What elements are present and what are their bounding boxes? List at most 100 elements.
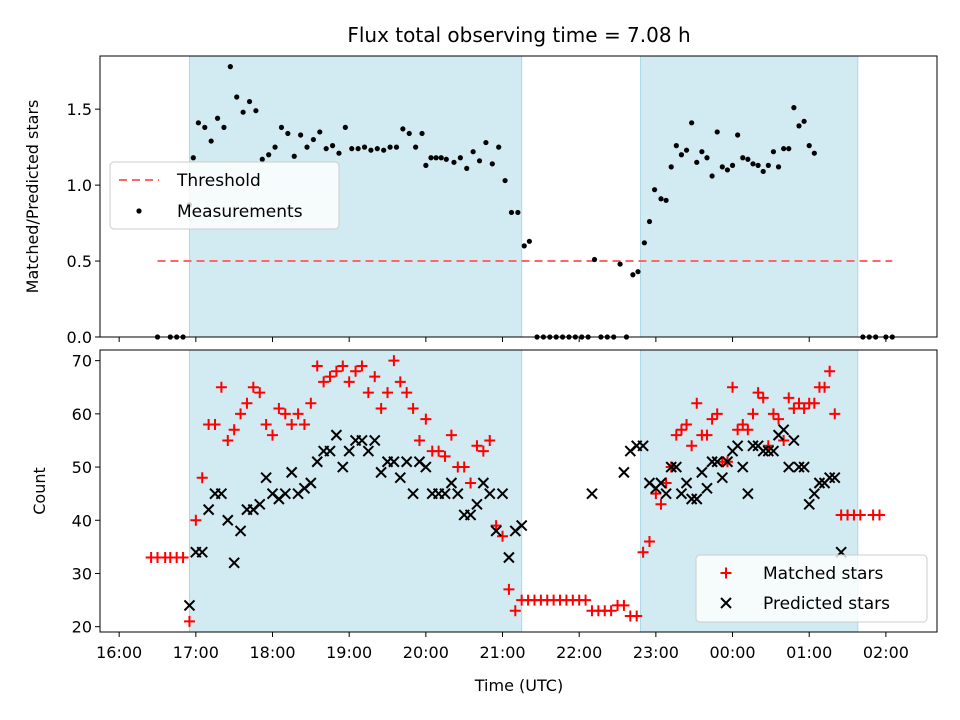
- measurement-point: [190, 155, 196, 161]
- predicted-star-point: [503, 551, 515, 564]
- x-tick-label: 21:00: [479, 643, 525, 662]
- legend-matched-label: Matched stars: [763, 564, 883, 584]
- measurement-point: [285, 130, 291, 137]
- matched-star-point: [394, 376, 406, 388]
- measurement-point: [765, 162, 771, 168]
- predicted-star-point: [484, 487, 496, 500]
- top-y-tick-label: 1.0: [67, 176, 92, 195]
- predicted-star-point: [394, 471, 407, 484]
- matched-star-point: [324, 371, 336, 383]
- matched-star-point: [330, 365, 342, 377]
- measurement-point: [464, 165, 470, 171]
- x-tick-label: 22:00: [556, 643, 602, 662]
- predicted-star-point: [477, 477, 490, 489]
- predicted-star-point: [337, 461, 349, 473]
- bottom-panel: 20 30 40 50 60 70 Count 16:00 17:00 18:00 19:00 20:…: [30, 349, 938, 662]
- measurement-point: [291, 153, 297, 159]
- matched-star-point: [737, 418, 749, 430]
- predicted-star-point: [829, 471, 841, 484]
- predicted-star-point: [701, 482, 713, 495]
- matched-star-point: [369, 371, 381, 383]
- matched-star-point: [183, 615, 195, 627]
- predicted-star-point: [234, 525, 247, 537]
- predicted-star-point: [388, 456, 400, 468]
- measurement-point: [704, 155, 710, 161]
- matched-star-point: [458, 461, 470, 473]
- measurement-point: [646, 218, 653, 225]
- measurement-point: [400, 126, 406, 132]
- measurement-point: [393, 144, 400, 150]
- predicted-star-point: [464, 509, 477, 521]
- matched-star-point: [706, 413, 718, 425]
- x-tick-label: 19:00: [326, 643, 372, 662]
- measurement-point: [483, 139, 489, 146]
- predicted-star-point: [305, 477, 317, 489]
- measurement-point: [278, 124, 285, 130]
- matched-star-point: [824, 365, 836, 377]
- measurement-point: [387, 144, 393, 150]
- measurement-point: [317, 129, 323, 135]
- measurement-point: [451, 159, 457, 165]
- matched-star-point: [241, 397, 253, 409]
- measurement-point: [796, 123, 802, 129]
- predicted-star-point: [767, 445, 780, 457]
- measurement-point: [651, 187, 658, 193]
- predicted-star-point: [196, 546, 208, 558]
- legend-predicted-swatch: [720, 597, 732, 609]
- predicted-star-point: [813, 477, 826, 489]
- measurement-point: [714, 129, 720, 135]
- measurement-point: [227, 64, 233, 70]
- measurement-point: [336, 150, 342, 156]
- matched-star-point: [267, 429, 279, 441]
- measurement-point: [349, 146, 355, 152]
- x-tick-label: 16:00: [96, 643, 142, 662]
- top-panel: 0.0 0.5 1.0 1.5 Matched/Predicted stars Thres…: [23, 55, 938, 347]
- predicted-star-point: [260, 471, 272, 484]
- matched-star-point: [643, 536, 655, 548]
- predicted-star-point: [228, 557, 240, 569]
- measurement-point: [740, 155, 746, 161]
- predicted-star-point: [660, 487, 672, 500]
- measurement-point: [443, 156, 449, 162]
- top-y-tick-label: 1.5: [67, 100, 92, 119]
- measurement-point: [406, 130, 412, 137]
- matched-star-point: [778, 434, 790, 446]
- measurement-point: [806, 143, 812, 149]
- bottom-y-tick-label: 40: [72, 511, 92, 530]
- measurement-point: [663, 197, 669, 203]
- matched-star-point: [420, 413, 432, 425]
- measurement-point: [323, 146, 329, 152]
- matched-star-point: [190, 514, 202, 526]
- x-axis-label: Time (UTC): [474, 676, 563, 695]
- matched-star-point: [477, 445, 489, 457]
- bottom-y-tick-label: 60: [72, 405, 92, 424]
- measurement-point: [202, 124, 208, 130]
- matched-star-point: [298, 418, 310, 430]
- measurement-point: [709, 173, 715, 179]
- matched-star-point: [631, 610, 643, 622]
- measurement-point: [641, 240, 647, 246]
- matched-star-point: [247, 381, 259, 393]
- measurement-point: [729, 162, 736, 168]
- predicted-star-point: [788, 434, 800, 447]
- matched-star-point: [819, 381, 831, 393]
- matched-star-point: [362, 387, 374, 399]
- predicted-star-point: [777, 424, 790, 436]
- predicted-star-point: [324, 445, 336, 457]
- matched-star-point: [752, 387, 764, 399]
- matched-star-point: [439, 450, 451, 462]
- measurement-point: [361, 144, 368, 150]
- x-tick-label: 00:00: [709, 643, 755, 662]
- bottom-y-tick-label: 70: [72, 352, 92, 371]
- measurement-point: [240, 109, 246, 115]
- x-tick-label: 02:00: [863, 643, 909, 662]
- x-tick-label: 18:00: [249, 643, 295, 662]
- matched-star-point: [681, 418, 693, 430]
- matched-star-point: [228, 424, 240, 436]
- matched-star-point: [773, 413, 785, 425]
- measurement-point: [214, 115, 221, 121]
- matched-star-point: [388, 355, 400, 367]
- matched-star-point: [742, 424, 754, 436]
- top-plot-frame: [99, 55, 938, 338]
- matched-star-point: [279, 408, 291, 420]
